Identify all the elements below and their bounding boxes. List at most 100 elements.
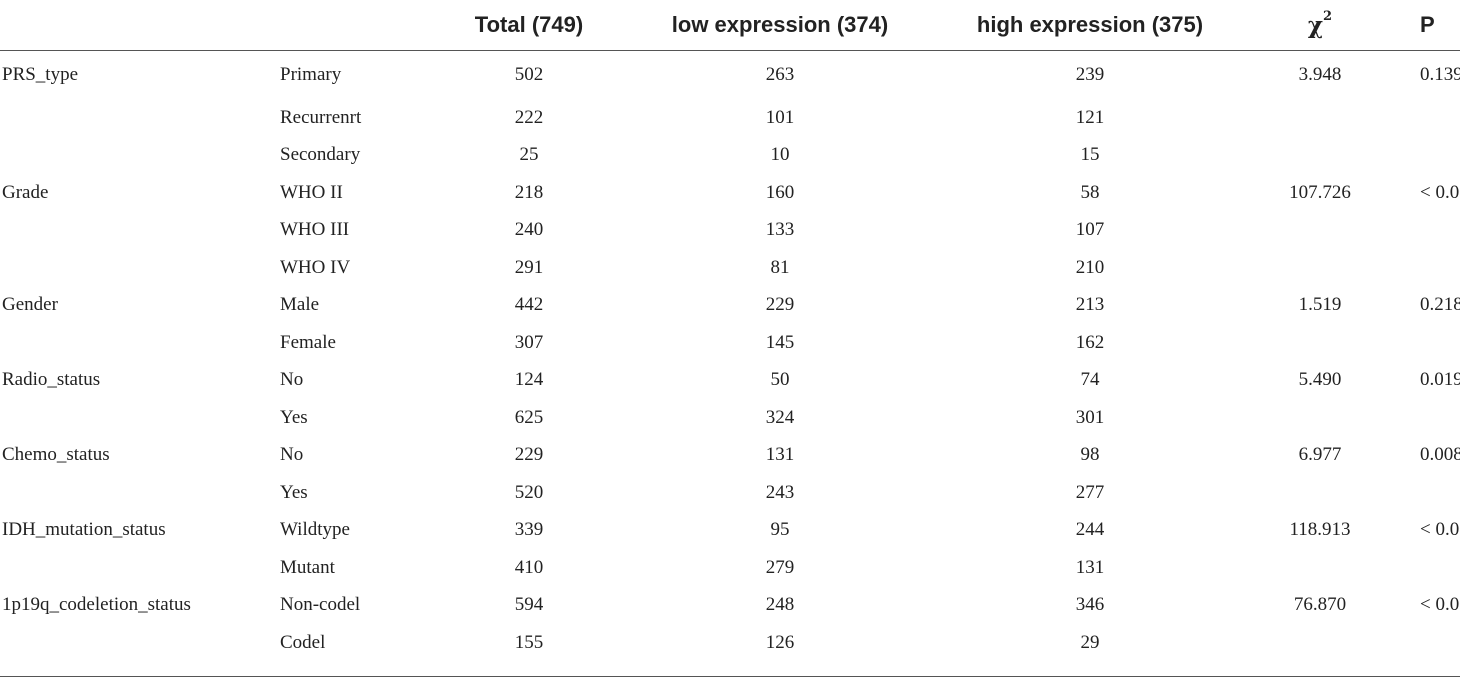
cell-total: 155 — [514, 631, 544, 653]
cell-low-expression: 279 — [765, 556, 795, 578]
cell-chi-square — [1220, 212, 1420, 250]
cell-p-value — [1420, 324, 1460, 362]
cell-high-expression: 213 — [1075, 294, 1105, 316]
cell-low-expression: 131 — [765, 444, 795, 466]
cell-chi-square: 3.948 — [1298, 64, 1342, 85]
cell-total: 222 — [514, 106, 544, 128]
table-body: PRS_type Primary 502 263 239 3.948 0.139 Recurr… — [0, 51, 1460, 662]
cell-low-expression: 160 — [765, 181, 795, 203]
table-row: Radio_status No 124 50 74 5.490 0.019 — [0, 362, 1460, 400]
cell-chi-square: 1.519 — [1298, 294, 1342, 316]
cell-chi-square: 6.977 — [1298, 444, 1342, 466]
cell-chi-square — [1220, 399, 1420, 437]
cell-p-value: 0.019 — [1420, 369, 1460, 391]
header-high-expression: high expression (375) — [960, 0, 1220, 51]
cell-level: Yes — [280, 406, 308, 428]
cell-low-expression: 50 — [770, 369, 790, 391]
cell-p-value — [1420, 99, 1460, 137]
cell-p-value — [1420, 212, 1460, 250]
table-row: WHO III 240 133 107 — [0, 212, 1460, 250]
table-row: Grade WHO II 218 160 58 107.726 < 0.001 — [0, 174, 1460, 212]
cell-total: 442 — [514, 294, 544, 316]
chi-superscript: 2 — [1323, 8, 1333, 24]
cell-high-expression: 131 — [1075, 556, 1105, 578]
cell-high-expression: 239 — [1075, 64, 1105, 85]
cell-total: 502 — [514, 64, 544, 85]
header-chi-square: χ2 — [1220, 0, 1420, 51]
cell-level: Male — [280, 294, 320, 316]
cell-low-expression: 145 — [765, 331, 795, 353]
cell-chi-square: 107.726 — [1289, 181, 1351, 203]
chi-symbol: χ — [1307, 11, 1324, 39]
cell-total: 307 — [514, 331, 544, 353]
cell-variable — [0, 474, 270, 512]
cell-high-expression: 98 — [1080, 444, 1100, 466]
header-row: Total (749) low expression (374) high ex… — [0, 0, 1460, 51]
cell-high-expression: 301 — [1075, 406, 1105, 428]
cell-low-expression: 324 — [765, 406, 795, 428]
cell-level: Non-codel — [280, 594, 361, 616]
cell-high-expression: 74 — [1080, 369, 1100, 391]
cell-high-expression: 244 — [1075, 519, 1105, 541]
cell-p-value — [1420, 549, 1460, 587]
cell-level: Yes — [280, 481, 308, 503]
cell-variable — [0, 137, 270, 175]
table-row: Secondary 25 10 15 — [0, 137, 1460, 175]
table-row: Mutant 410 279 131 — [0, 549, 1460, 587]
cell-variable: Grade — [2, 181, 49, 203]
cell-variable: Chemo_status — [2, 444, 110, 466]
table-row: Codel 155 126 29 — [0, 624, 1460, 662]
cell-variable: 1p19q_codeletion_status — [2, 594, 191, 616]
cell-variable: Radio_status — [2, 369, 101, 391]
cell-variable: PRS_type — [2, 64, 79, 85]
cell-p-value: 0.008 — [1420, 444, 1460, 466]
table-row: Yes 625 324 301 — [0, 399, 1460, 437]
cell-p-value: 0.139 — [1420, 64, 1460, 85]
cell-high-expression: 277 — [1075, 481, 1105, 503]
header-total: Total (749) — [458, 0, 600, 51]
cell-low-expression: 263 — [765, 64, 795, 85]
table-row: Gender Male 442 229 213 1.519 0.218 — [0, 287, 1460, 325]
cell-variable: Gender — [2, 294, 58, 316]
cell-level: WHO IV — [280, 256, 351, 278]
cell-level: Female — [280, 331, 336, 353]
cell-variable — [0, 324, 270, 362]
cell-total: 594 — [514, 594, 544, 616]
table-row: Recurrenrt 222 101 121 — [0, 99, 1460, 137]
cell-high-expression: 15 — [1080, 144, 1100, 166]
cell-chi-square — [1220, 624, 1420, 662]
cell-high-expression: 107 — [1075, 219, 1105, 241]
cell-level: WHO III — [280, 219, 350, 241]
cell-total: 520 — [514, 481, 544, 503]
cell-p-value — [1420, 624, 1460, 662]
clinical-characteristics-table-container: Total (749) low expression (374) high ex… — [0, 0, 1460, 662]
cell-level: No — [280, 444, 304, 466]
cell-variable — [0, 212, 270, 250]
cell-level: Codel — [280, 631, 326, 653]
cell-total: 240 — [514, 219, 544, 241]
cell-p-value: < 0.001 — [1420, 594, 1460, 616]
cell-chi-square — [1220, 549, 1420, 587]
cell-total: 218 — [514, 181, 544, 203]
cell-total: 25 — [519, 144, 539, 166]
cell-p-value — [1420, 399, 1460, 437]
cell-total: 339 — [514, 519, 544, 541]
cell-chi-square — [1220, 474, 1420, 512]
table-header: Total (749) low expression (374) high ex… — [0, 0, 1460, 51]
header-p-value: P — [1420, 0, 1460, 51]
table-row: IDH_mutation_status Wildtype 339 95 244 118.9… — [0, 512, 1460, 550]
cell-p-value — [1420, 474, 1460, 512]
cell-low-expression: 95 — [770, 519, 790, 541]
header-level — [270, 0, 458, 51]
cell-total: 124 — [514, 369, 544, 391]
cell-low-expression: 133 — [765, 219, 795, 241]
cell-low-expression: 10 — [770, 144, 790, 166]
cell-level: Primary — [280, 64, 342, 85]
cell-variable — [0, 549, 270, 587]
cell-low-expression: 101 — [765, 106, 795, 128]
cell-p-value: < 0.001 — [1420, 181, 1460, 203]
cell-variable — [0, 249, 270, 287]
cell-variable — [0, 99, 270, 137]
cell-p-value: < 0.001 — [1420, 519, 1460, 541]
table-row: Female 307 145 162 — [0, 324, 1460, 362]
